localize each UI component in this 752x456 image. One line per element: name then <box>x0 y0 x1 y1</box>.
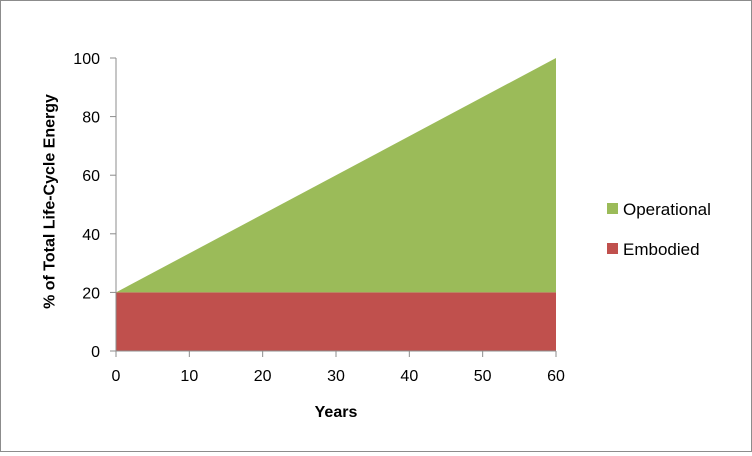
y-tick-label: 0 <box>91 344 100 361</box>
axes <box>110 57 557 357</box>
plot-areas <box>116 58 556 351</box>
y-tick-label: 80 <box>82 110 100 127</box>
x-tick-label: 60 <box>547 368 565 385</box>
y-tick-label: 40 <box>82 227 100 244</box>
y-tick-label: 20 <box>82 285 100 302</box>
x-tick-label: 10 <box>180 368 198 385</box>
legend: Operational Embodied <box>607 200 711 259</box>
x-tick-label: 50 <box>474 368 492 385</box>
x-axis-title: Years <box>315 404 358 421</box>
x-tick-label: 30 <box>327 368 345 385</box>
x-tick-labels: 0 10 20 30 40 50 60 <box>112 368 565 385</box>
x-tick-label: 40 <box>400 368 418 385</box>
area-embodied <box>116 292 556 351</box>
x-tick-label: 0 <box>112 368 121 385</box>
legend-swatch-embodied <box>607 243 618 254</box>
x-tick-label: 20 <box>254 368 272 385</box>
legend-label-embodied: Embodied <box>623 240 700 259</box>
y-axis-title: % of Total Life-Cycle Energy <box>42 94 59 309</box>
y-tick-label: 100 <box>73 51 100 68</box>
legend-swatch-operational <box>607 203 618 214</box>
y-tick-label: 60 <box>82 168 100 185</box>
legend-label-operational: Operational <box>623 200 711 219</box>
y-tick-labels: 0 20 40 60 80 100 <box>73 51 100 361</box>
area-operational <box>116 58 556 293</box>
